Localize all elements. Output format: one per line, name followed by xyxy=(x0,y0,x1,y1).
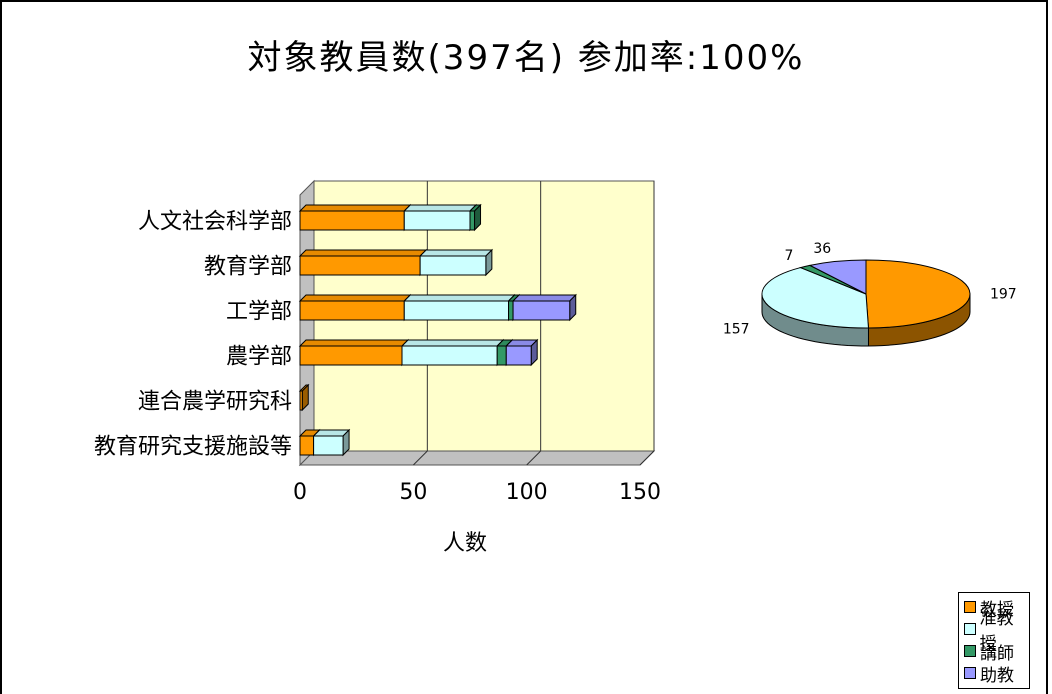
bar-segment-top xyxy=(298,339,410,347)
bar-segment xyxy=(312,428,351,457)
bar-segment-front xyxy=(496,345,507,366)
legend-label: 助教 xyxy=(980,665,1014,686)
bar-segment xyxy=(468,203,482,232)
legend-label: 准教授 xyxy=(979,609,1014,654)
bar-segment-front xyxy=(469,210,476,231)
bar-segment-top xyxy=(403,294,516,302)
legend-item-koshi: 講師 xyxy=(964,640,1029,664)
pie-slice xyxy=(865,259,971,329)
bar-segment-front xyxy=(403,210,471,231)
gridline-floor xyxy=(639,450,655,466)
x-tick-label: 0 xyxy=(293,480,307,505)
bar-segment-front xyxy=(401,345,498,366)
y-category-label: 農学部 xyxy=(226,345,292,370)
bar-segment-front xyxy=(299,345,403,366)
y-category-label: 連合農学研究科 xyxy=(138,390,292,415)
legend-item-kyoju: 教授 xyxy=(964,596,1029,620)
x-axis-label: 人数 xyxy=(443,531,487,556)
chart-title: 対象教員数(397名) 参加率:100% xyxy=(247,38,805,78)
bar-segment-top xyxy=(400,339,505,347)
bar-segment-top xyxy=(298,204,412,212)
legend-swatch xyxy=(964,601,976,613)
legend-swatch xyxy=(964,645,976,657)
bar-segment-front xyxy=(512,300,571,321)
bar-segment-front xyxy=(299,255,421,276)
bar-segment-front xyxy=(505,345,532,366)
bar-segment-front xyxy=(299,210,405,231)
legend-label: 講師 xyxy=(980,643,1014,664)
pie-slice xyxy=(761,267,870,329)
bar-segment-top xyxy=(298,294,412,302)
y-category-label: 教育研究支援施設等 xyxy=(94,435,292,460)
bar-segment-top xyxy=(403,204,478,212)
bar-segment-front xyxy=(419,255,487,276)
x-tick-label: 50 xyxy=(399,480,427,505)
legend-swatch xyxy=(964,667,976,679)
bar-segment-front xyxy=(508,300,514,321)
legend-item-junkyoju: 准教授 xyxy=(964,609,1029,654)
pie-data-label: 157 xyxy=(723,322,750,338)
legend: 教授 准教授 講師 助教 xyxy=(958,592,1030,689)
bar-segment-top xyxy=(511,294,577,302)
legend-swatch xyxy=(964,623,976,635)
pie-data-label: 36 xyxy=(813,241,831,257)
x-tick-label: 150 xyxy=(619,480,661,505)
bar-segment xyxy=(298,293,412,322)
x-tick-label: 100 xyxy=(506,480,548,505)
bar-segment xyxy=(505,338,539,367)
bar-segment-front xyxy=(313,435,344,456)
bar-segment xyxy=(298,203,412,232)
bar-segment xyxy=(403,203,478,232)
bar-segment xyxy=(511,293,577,322)
bar-segment-front xyxy=(299,300,405,321)
gridline-floor xyxy=(526,450,542,466)
pie-data-label: 197 xyxy=(990,286,1017,302)
bar-segment-front xyxy=(299,435,315,456)
bar-segment xyxy=(418,248,494,277)
y-category-label: 教育学部 xyxy=(204,255,292,280)
bar-segment-top xyxy=(298,249,428,257)
bar-segment xyxy=(298,338,410,367)
plot-floor xyxy=(298,450,656,466)
bar-segment xyxy=(298,383,310,412)
y-category-label: 人文社会科学部 xyxy=(138,210,292,235)
bar-segment-front xyxy=(403,300,510,321)
legend-item-jokyo: 助教 xyxy=(964,662,1029,686)
y-category-label: 工学部 xyxy=(226,300,292,325)
bar-segment-top xyxy=(418,249,494,257)
bar-segment xyxy=(403,293,516,322)
pie-slice xyxy=(808,259,867,295)
legend-label: 教授 xyxy=(980,599,1014,620)
gridline-floor xyxy=(412,450,428,466)
bar-segment-front xyxy=(299,390,303,411)
bar-segment xyxy=(298,248,428,277)
bar-segment xyxy=(400,338,505,367)
pie-data-label: 7 xyxy=(785,248,794,264)
